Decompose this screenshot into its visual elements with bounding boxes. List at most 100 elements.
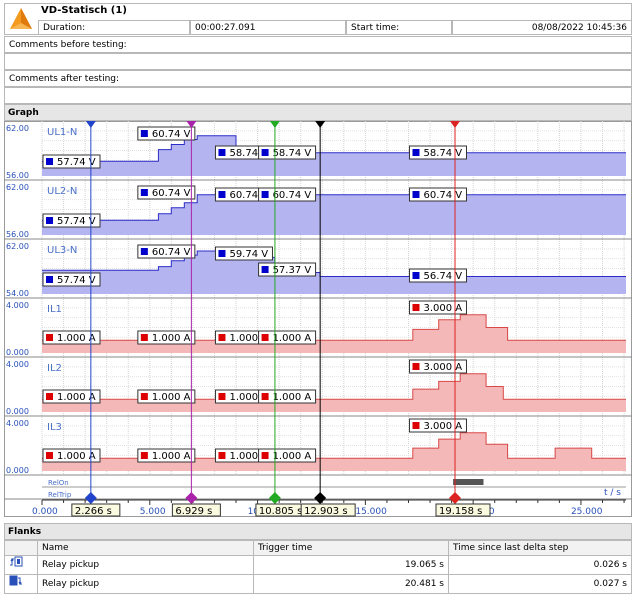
- value-label-text: 1.000 A: [229, 333, 268, 344]
- value-label-text: 56.74 V: [423, 271, 462, 282]
- value-label-marker: [261, 334, 269, 341]
- y-axis-min-label: 0.000: [6, 348, 29, 357]
- graph-frame: [4, 121, 632, 517]
- value-label-marker: [46, 276, 53, 283]
- cursor-10805[interactable]: 10.805 s: [255, 121, 311, 517]
- cursor-bottom-marker-icon: [185, 492, 198, 504]
- cursor-top-marker-icon: [269, 121, 280, 128]
- value-label: 60.74 V: [137, 244, 196, 259]
- flanks-header-row: Name Trigger time Time since last delta …: [4, 540, 632, 556]
- flank-delta-time: 0.027 s: [448, 574, 632, 594]
- value-label: 1.000 A: [42, 389, 101, 404]
- relay-pickup-down-icon: [4, 574, 38, 594]
- value-label-box: [137, 126, 196, 141]
- value-label-marker: [218, 334, 226, 341]
- value-label-text: 60.74 V: [152, 188, 191, 199]
- value-label: 1.000 A: [258, 330, 317, 345]
- value-label-marker: [140, 189, 148, 196]
- comments-after-field[interactable]: [4, 87, 632, 104]
- value-label-box: [42, 154, 101, 169]
- column-header-time-since-last: Time since last delta step: [448, 540, 632, 556]
- value-label-box: [137, 244, 196, 259]
- value-label-text: 60.74 V: [273, 190, 312, 201]
- flanks-icon-column-header: [4, 540, 38, 556]
- value-label-marker: [261, 149, 269, 156]
- channel-il2: 4.000 0.000 IL2 1.000 A 1.000 A 1.000 A 1.000 …: [4, 359, 632, 417]
- channel-name: IL3: [47, 422, 62, 433]
- value-label-marker: [218, 149, 226, 156]
- value-label-marker: [140, 452, 148, 459]
- channel-name: IL1: [47, 304, 62, 315]
- omicron-logo-icon: [10, 8, 32, 29]
- value-label-marker: [261, 452, 269, 459]
- value-label-box: [42, 272, 101, 287]
- value-label-marker: [218, 191, 226, 198]
- value-label-marker: [412, 149, 420, 156]
- cursor-label-text: 10.805 s: [259, 506, 302, 517]
- value-label-text: 57.74 V: [57, 275, 96, 286]
- value-label-marker: [140, 393, 148, 400]
- channel-line: [42, 135, 626, 162]
- value-label-text: 1.000 A: [273, 333, 312, 344]
- value-label-text: 60.74 V: [423, 190, 462, 201]
- value-label-text: 57.74 V: [57, 216, 96, 227]
- table-row[interactable]: Relay pickup 19.065 s 0.026 s: [4, 555, 632, 575]
- value-label-text: 60.74 V: [152, 247, 191, 258]
- value-label: 57.74 V: [42, 154, 101, 169]
- digital-label-reltrip: RelTrip: [48, 491, 72, 499]
- value-label: 3.000 A: [408, 359, 467, 374]
- start-time-value: 08/08/2022 10:45:36: [452, 20, 632, 35]
- value-label-box: [258, 145, 317, 160]
- x-tick-label: 5.000: [140, 507, 166, 517]
- value-label: 1.000 A: [42, 330, 101, 345]
- test-title: VD-Statisch (1): [41, 5, 127, 16]
- value-label-marker: [218, 250, 226, 257]
- value-label-box: [258, 330, 317, 345]
- flank-trigger-time: 19.065 s: [253, 555, 449, 575]
- comments-after-label: Comments after testing:: [4, 70, 632, 87]
- value-label-marker: [46, 217, 53, 224]
- cursor-bottom-marker-icon: [449, 492, 462, 504]
- channel-ul2-n: 62.00 56.00 UL2-N 57.74 V 60.74 V 60.74 V 60.7…: [4, 183, 632, 240]
- value-label-text: 1.000 A: [273, 392, 312, 403]
- cursor-label-box: [435, 503, 491, 517]
- digital-label-relon: RelOn: [48, 479, 69, 487]
- value-label-text: 1.000 A: [57, 333, 96, 344]
- value-label-marker: [140, 248, 148, 255]
- value-label-text: 1.000 A: [152, 392, 191, 403]
- value-label-box: [137, 448, 196, 463]
- value-label-text: 1.000 A: [229, 392, 268, 403]
- cursor-label-text: 2.266 s: [75, 506, 112, 517]
- comments-before-label: Comments before testing:: [4, 36, 632, 53]
- value-label-marker: [261, 266, 269, 273]
- y-axis-min-label: 54.00: [6, 289, 29, 298]
- cursor-6929[interactable]: 6.929 s: [171, 121, 221, 517]
- column-header-trigger-time: Trigger time: [253, 540, 449, 556]
- cursor-2266[interactable]: 2.266 s: [71, 121, 121, 517]
- cursor-label-box: [171, 503, 221, 517]
- value-label-text: 1.000 A: [57, 392, 96, 403]
- value-label-text: 3.000 A: [423, 421, 462, 432]
- value-label-marker: [46, 452, 53, 459]
- digital-trip-bar: [453, 479, 484, 485]
- flank-name: Relay pickup: [37, 555, 254, 575]
- value-label-text: 1.000 A: [57, 451, 96, 462]
- value-label-marker: [46, 393, 53, 400]
- cursor-19158[interactable]: 19.158 s: [435, 121, 491, 517]
- comments-before-field[interactable]: [4, 53, 632, 70]
- value-label: 3.000 A: [408, 300, 467, 315]
- value-label-box: [408, 268, 467, 283]
- y-axis-max-label: 62.00: [6, 183, 29, 192]
- value-label-box: [408, 145, 467, 160]
- table-row[interactable]: Relay pickup 20.481 s 0.027 s: [4, 574, 632, 594]
- value-label: 59.74 V: [214, 246, 273, 261]
- cursor-12903[interactable]: 12.903 s: [300, 121, 356, 517]
- value-label-marker: [412, 422, 420, 429]
- value-label-box: [258, 187, 317, 202]
- value-label-marker: [412, 304, 420, 311]
- graph-chart[interactable]: 62.00 56.00 UL1-N 57.74 V 60.74 V 58.74 V 58.7…: [4, 121, 632, 521]
- value-label: 1.000 A: [137, 389, 196, 404]
- value-label-box: [258, 262, 317, 277]
- channel-line: [42, 314, 626, 341]
- value-label-text: 1.000 A: [273, 451, 312, 462]
